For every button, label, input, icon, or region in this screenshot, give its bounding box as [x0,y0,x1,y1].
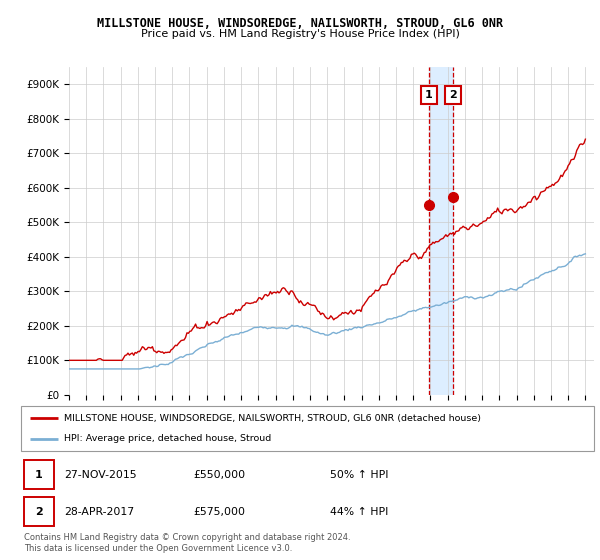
Text: 1: 1 [35,470,43,479]
Text: 50% ↑ HPI: 50% ↑ HPI [331,470,389,479]
FancyBboxPatch shape [24,497,53,526]
Text: £575,000: £575,000 [193,507,245,517]
FancyBboxPatch shape [21,406,594,451]
Text: MILLSTONE HOUSE, WINDSOREDGE, NAILSWORTH, STROUD, GL6 0NR (detached house): MILLSTONE HOUSE, WINDSOREDGE, NAILSWORTH… [64,414,481,423]
Text: 44% ↑ HPI: 44% ↑ HPI [331,507,389,517]
Text: 2: 2 [35,507,43,517]
Text: 28-APR-2017: 28-APR-2017 [64,507,134,517]
Text: 2: 2 [449,90,457,100]
Text: 27-NOV-2015: 27-NOV-2015 [64,470,137,479]
FancyBboxPatch shape [24,460,53,489]
Text: Contains HM Land Registry data © Crown copyright and database right 2024.
This d: Contains HM Land Registry data © Crown c… [24,533,350,553]
Text: MILLSTONE HOUSE, WINDSOREDGE, NAILSWORTH, STROUD, GL6 0NR: MILLSTONE HOUSE, WINDSOREDGE, NAILSWORTH… [97,17,503,30]
Text: 1: 1 [425,90,433,100]
Text: £550,000: £550,000 [193,470,245,479]
Text: Price paid vs. HM Land Registry's House Price Index (HPI): Price paid vs. HM Land Registry's House … [140,29,460,39]
Text: HPI: Average price, detached house, Stroud: HPI: Average price, detached house, Stro… [64,434,271,443]
Bar [429,67,453,395]
